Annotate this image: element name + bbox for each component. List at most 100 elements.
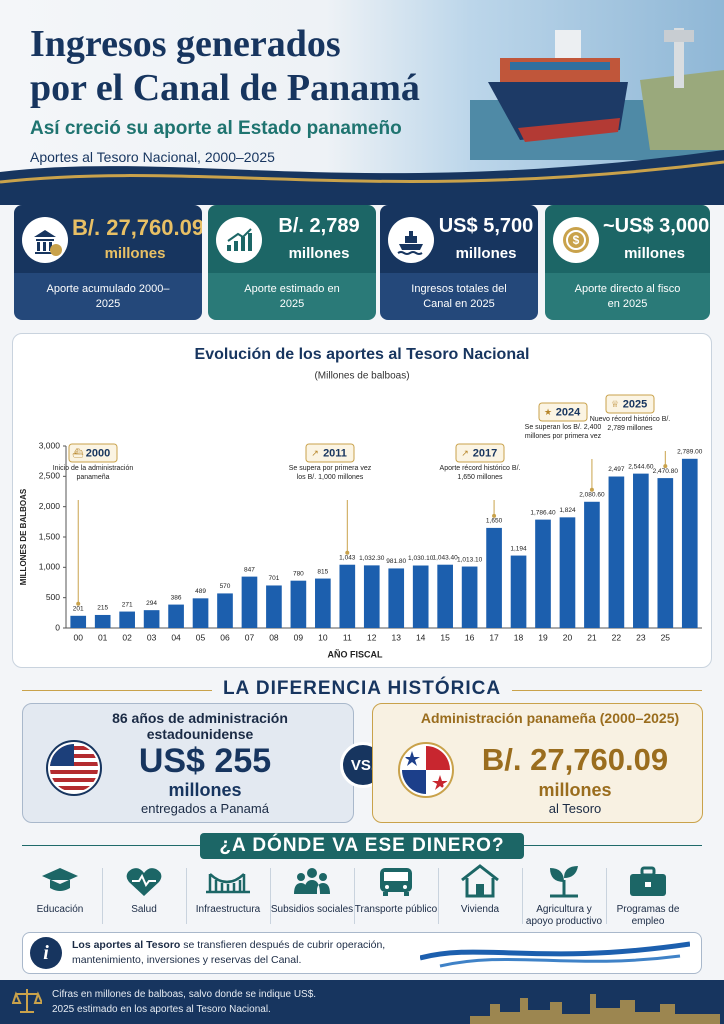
value-label: 2,544.60 — [628, 463, 654, 470]
footer-text: Cifras en millones de balboas, salvo don… — [52, 987, 316, 1017]
stat-card: $ ~US$ 3,000 millones Aporte directo al fis… — [545, 205, 710, 320]
annotation-text: Se supera por primera vez los B/. 1,000 … — [288, 465, 372, 481]
stat-value: US$ 5,700 — [438, 215, 534, 237]
bar — [70, 615, 87, 628]
annotation-box — [305, 443, 355, 463]
annotation-year: 2024 — [556, 406, 581, 418]
stat-value: B/. 2,789 — [278, 215, 360, 237]
wave-line — [0, 160, 724, 184]
y-tick-label: 2,000 — [39, 501, 61, 511]
x-tick-label: 13 — [391, 632, 401, 642]
tower — [674, 28, 684, 88]
x-tick-label: 15 — [440, 632, 450, 642]
y-tick-label: 1,500 — [39, 531, 61, 541]
x-tick-label: 03 — [147, 632, 157, 642]
x-tick-label: 05 — [196, 632, 206, 642]
stat-label: Ingresos totales del Canal en 2025 — [380, 273, 538, 320]
title: Ingresos generados por el Canal de Panam… — [30, 22, 420, 110]
bar — [681, 458, 698, 628]
separator — [270, 868, 271, 924]
chart-subtitle: (Millones de balboas) — [314, 371, 409, 382]
stat-unit: millones — [288, 245, 350, 262]
bar — [290, 580, 307, 628]
use-item: Programas de empleo — [606, 862, 690, 928]
info-body: se transfieren después de cubrir operaci… — [72, 939, 386, 966]
bar — [535, 519, 551, 628]
y-tick-label: 500 — [46, 592, 60, 602]
left-amount: US$ 255 — [138, 742, 272, 780]
annotation-icon: ★ — [544, 407, 552, 417]
use-label: Programas de empleo — [616, 904, 680, 927]
annotation-text-box: Nuevo récord histórico B/. 2,789 millone… — [590, 416, 671, 432]
value-label: 1,030.10 — [408, 555, 434, 562]
value-label: 1,013.10 — [457, 556, 483, 563]
value-label: 489 — [195, 588, 206, 595]
value-label: 1,194 — [510, 545, 527, 552]
bar — [608, 476, 625, 628]
right-unit: millones — [538, 780, 612, 800]
annotation-box — [605, 394, 655, 414]
bridge — [555, 30, 581, 58]
x-tick-label: 21 — [587, 632, 597, 642]
us-flag — [46, 740, 102, 796]
separator — [102, 868, 103, 924]
value-label: 780 — [293, 570, 304, 577]
bar — [437, 564, 453, 628]
annotation-text-box: Aporte récord histórico B/. 1,650 millon… — [439, 465, 521, 481]
bar — [192, 598, 209, 628]
annotation-text: Aporte récord histórico B/. 1,650 millon… — [439, 465, 521, 481]
separator — [354, 868, 355, 924]
use-label: Infraestructura — [195, 904, 261, 915]
annotation-dot — [76, 601, 81, 606]
separator — [438, 868, 439, 924]
icon: $ — [563, 227, 589, 253]
use-label: Vivienda — [460, 904, 500, 915]
svg-text:$: $ — [573, 233, 580, 247]
y-axis-label: MILLONES DE BALBOAS — [19, 488, 28, 585]
stat-card: B/. 2,789 millones Aporte estimado en 2025 — [208, 205, 376, 320]
value-label: 215 — [97, 605, 108, 612]
annotation-icon: ↗ — [311, 448, 319, 458]
annotation-icon: ♕ — [611, 399, 619, 409]
x-tick-label: 01 — [98, 632, 108, 642]
use-label: Transporte público — [354, 904, 438, 915]
stat-label: Aporte acumulado 2000–2025 — [14, 273, 202, 320]
info-waves — [420, 941, 690, 968]
title-line: por el Canal de Panamá — [30, 67, 420, 109]
value-label: 2,080.60 — [579, 491, 605, 498]
bar — [388, 568, 405, 628]
bar — [584, 501, 600, 628]
value-label: 1,650 — [486, 518, 503, 525]
icon — [227, 228, 252, 251]
annotation-box — [538, 402, 588, 422]
bar — [217, 593, 233, 628]
y-tick-label: 0 — [55, 622, 60, 632]
header-art — [0, 28, 724, 205]
value-label: 2,470.80 — [653, 468, 679, 475]
x-tick-label: 06 — [220, 632, 230, 642]
use-label: Subsidios sociales — [270, 904, 354, 915]
right-title: Administración panameña (2000–2025) — [420, 710, 680, 726]
annotation-icon: ⛴ — [72, 448, 84, 458]
value-label: 1,824 — [559, 507, 576, 514]
x-tick-label: 00 — [73, 632, 83, 642]
value-label: 815 — [317, 568, 328, 575]
separator — [522, 868, 523, 924]
panama-flag — [398, 742, 454, 798]
stat-value: B/. 27,760.09 — [72, 215, 202, 240]
x-tick-label: 14 — [416, 632, 426, 642]
x-tick-label: 17 — [489, 632, 499, 642]
use-icon — [630, 866, 666, 896]
annotation-dot — [663, 464, 668, 469]
stat-card-top: $ ~US$ 3,000 millones — [545, 205, 710, 273]
info-bold: Los aportes al Tesoro — [72, 939, 181, 951]
info-text: Los aportes al Tesoro se transfieren des… — [72, 938, 412, 968]
use-item: Transporte público — [354, 862, 438, 916]
containers — [510, 62, 610, 70]
use-icon — [206, 873, 250, 894]
value-label: 1,786.40 — [530, 509, 556, 516]
footer-line: Cifras en millones de balboas, salvo don… — [52, 989, 317, 1000]
stat-card: B/. 27,760.09 millones Aporte acumulado 20… — [14, 205, 202, 320]
value-label: 1,043.40 — [432, 554, 458, 561]
stat-card-top: B/. 27,760.09 millones — [14, 205, 202, 273]
